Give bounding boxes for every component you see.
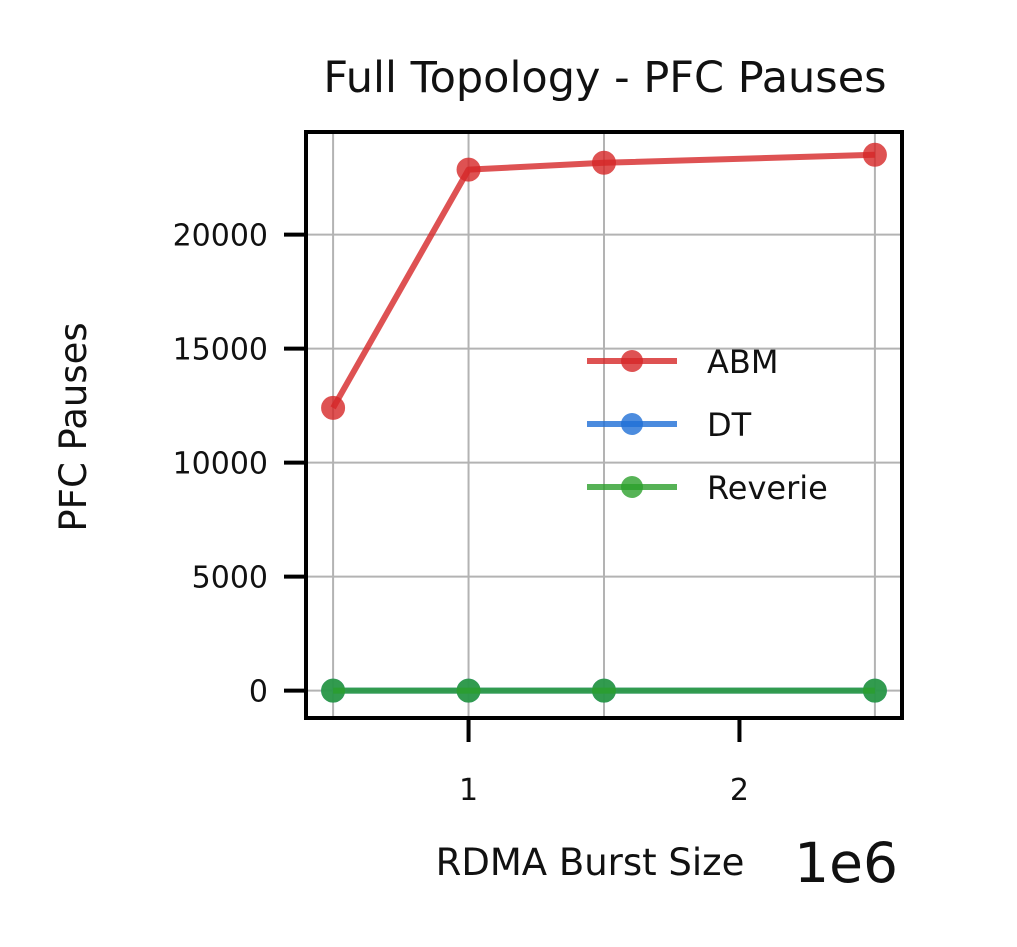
data-point-abm <box>321 395 346 420</box>
axis-ticks: 0 5000 10000 15000 20000 1 2 <box>173 219 749 808</box>
chart-title: Full Topology - PFC Pauses <box>323 53 886 103</box>
data-point-abm <box>592 150 616 175</box>
plot-frame <box>304 130 904 720</box>
x-tick-label: 1 <box>459 773 478 808</box>
y-tick-label: 10000 <box>173 447 268 482</box>
x-axis-offset-label: 1e6 <box>794 831 898 895</box>
data-point-reverie <box>862 678 887 703</box>
data-point-reverie <box>321 678 346 703</box>
series-layer <box>321 142 887 703</box>
legend-label-abm: ABM <box>707 343 778 381</box>
x-axis-label: RDMA Burst Size <box>436 841 745 884</box>
series-line-abm <box>330 151 875 410</box>
data-point-reverie <box>456 678 481 703</box>
legend-marker-reverie <box>621 476 643 498</box>
legend-label-dt: DT <box>707 406 752 444</box>
legend-marker-dt <box>621 413 643 435</box>
y-axis-label: PFC Pauses <box>52 322 95 531</box>
x-tick-label: 2 <box>730 773 749 808</box>
y-tick-label: 5000 <box>192 561 268 596</box>
y-tick-label: 15000 <box>173 333 268 368</box>
data-point-abm <box>456 157 481 182</box>
y-tick-label: 20000 <box>173 219 268 254</box>
y-tick-label: 0 <box>249 675 268 710</box>
legend-label-reverie: Reverie <box>707 469 828 507</box>
legend: ABM DT Reverie <box>587 343 828 507</box>
data-point-abm <box>862 142 887 167</box>
data-point-reverie <box>592 678 616 703</box>
legend-marker-abm <box>621 350 643 372</box>
